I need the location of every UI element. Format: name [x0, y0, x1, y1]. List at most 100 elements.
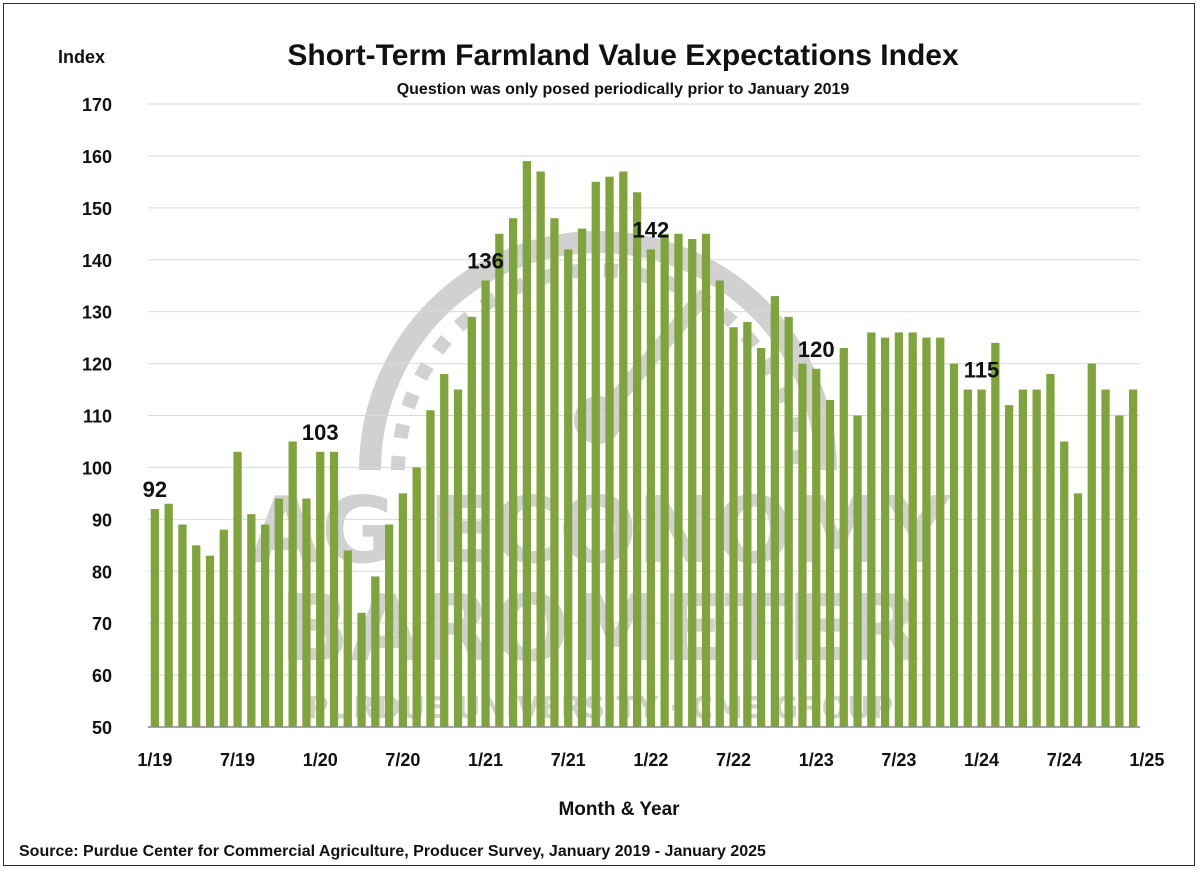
bar [1087, 363, 1096, 727]
bar [481, 280, 490, 727]
bar [701, 233, 711, 727]
x-tick-label: 7/24 [1047, 750, 1082, 770]
bar [632, 192, 642, 728]
bar [440, 373, 449, 727]
x-tick-label: 1/22 [633, 750, 668, 770]
y-axis-label: Index [58, 47, 105, 67]
gridlines [148, 103, 1140, 676]
bar [977, 389, 986, 727]
bar [205, 555, 215, 727]
bar [715, 280, 724, 727]
bar [288, 441, 297, 727]
y-tick-label: 130 [82, 303, 112, 323]
y-tick-label: 100 [82, 458, 112, 478]
bar [178, 524, 187, 727]
bar [756, 348, 766, 727]
bar [1060, 441, 1069, 727]
bar [963, 389, 972, 727]
data-label: 103 [302, 420, 339, 445]
data-label: 136 [467, 249, 504, 274]
bar [1032, 389, 1041, 727]
data-labels: 92 103 136 142 120 115 115 [143, 0, 1165, 502]
bar [949, 363, 959, 727]
bar [991, 342, 1000, 727]
bar [784, 316, 793, 727]
bars [150, 161, 1138, 728]
bar [1018, 389, 1028, 727]
bar [453, 389, 463, 727]
chart-title: Short-Term Farmland Value Expectations I… [287, 39, 959, 72]
bar [619, 171, 628, 727]
bar [1115, 415, 1124, 727]
bar [564, 249, 573, 727]
bar [729, 327, 738, 727]
x-axis-label: Month & Year [558, 799, 680, 820]
bar [371, 576, 380, 727]
y-tick-labels: 50 60 70 80 90 100 110 120 130 140 150 160 170 [82, 95, 112, 738]
bar [550, 218, 559, 727]
data-label: 92 [143, 477, 167, 502]
bar [164, 503, 173, 727]
y-tick-label: 140 [82, 251, 112, 271]
bar [798, 363, 807, 727]
bar [233, 451, 242, 727]
bar [646, 249, 656, 727]
data-label: 142 [633, 217, 670, 242]
bar [908, 332, 917, 727]
bar [150, 508, 160, 727]
bar [922, 337, 931, 727]
bar [329, 451, 339, 727]
bar [1128, 389, 1138, 727]
bar [412, 467, 421, 727]
bar [343, 550, 352, 727]
bar [660, 233, 669, 727]
bar [1046, 373, 1055, 727]
x-tick-label: 1/21 [468, 750, 503, 770]
x-tick-label: 7/23 [881, 750, 916, 770]
bar [247, 514, 256, 727]
x-tick-label: 7/21 [551, 750, 586, 770]
y-tick-label: 150 [82, 199, 112, 219]
y-tick-label: 70 [92, 614, 112, 634]
bar [894, 332, 904, 727]
y-tick-label: 60 [92, 666, 112, 686]
data-label: 115 [964, 358, 1000, 383]
bar [1101, 389, 1110, 727]
bar [302, 498, 311, 727]
bar [825, 399, 835, 727]
bar [384, 524, 394, 727]
y-tick-label: 110 [83, 407, 112, 427]
bar [770, 296, 780, 727]
bar [495, 233, 504, 727]
source-note: Source: Purdue Center for Commercial Agr… [19, 843, 766, 860]
bar [316, 451, 325, 727]
bar [880, 337, 890, 727]
y-tick-label: 50 [92, 718, 112, 738]
y-tick-label: 170 [82, 95, 112, 115]
y-tick-label: 120 [82, 355, 112, 375]
bar [426, 410, 435, 727]
x-tick-labels: 1/19 7/19 1/20 7/20 1/21 7/21 1/22 7/22 1/23 7/23… [137, 750, 1164, 770]
bar [812, 368, 821, 727]
bar [591, 181, 600, 727]
bar [577, 228, 587, 727]
bar [674, 233, 683, 727]
x-tick-label: 7/20 [385, 750, 420, 770]
bar [743, 322, 752, 727]
data-label: 120 [798, 337, 835, 362]
x-tick-label: 1/20 [303, 750, 338, 770]
bar [688, 238, 697, 727]
watermark-text-line1: AG ECONOMY [250, 477, 952, 584]
bar [274, 498, 284, 727]
x-tick-label: 7/22 [716, 750, 751, 770]
y-tick-label: 80 [92, 562, 112, 582]
x-tick-label: 7/19 [220, 750, 255, 770]
x-tick-label: 1/19 [137, 750, 172, 770]
bar [867, 332, 876, 727]
bar [219, 529, 228, 727]
x-tick-label: 1/25 [1129, 750, 1164, 770]
bar [260, 524, 270, 727]
bar [522, 161, 532, 727]
bar [839, 348, 848, 727]
